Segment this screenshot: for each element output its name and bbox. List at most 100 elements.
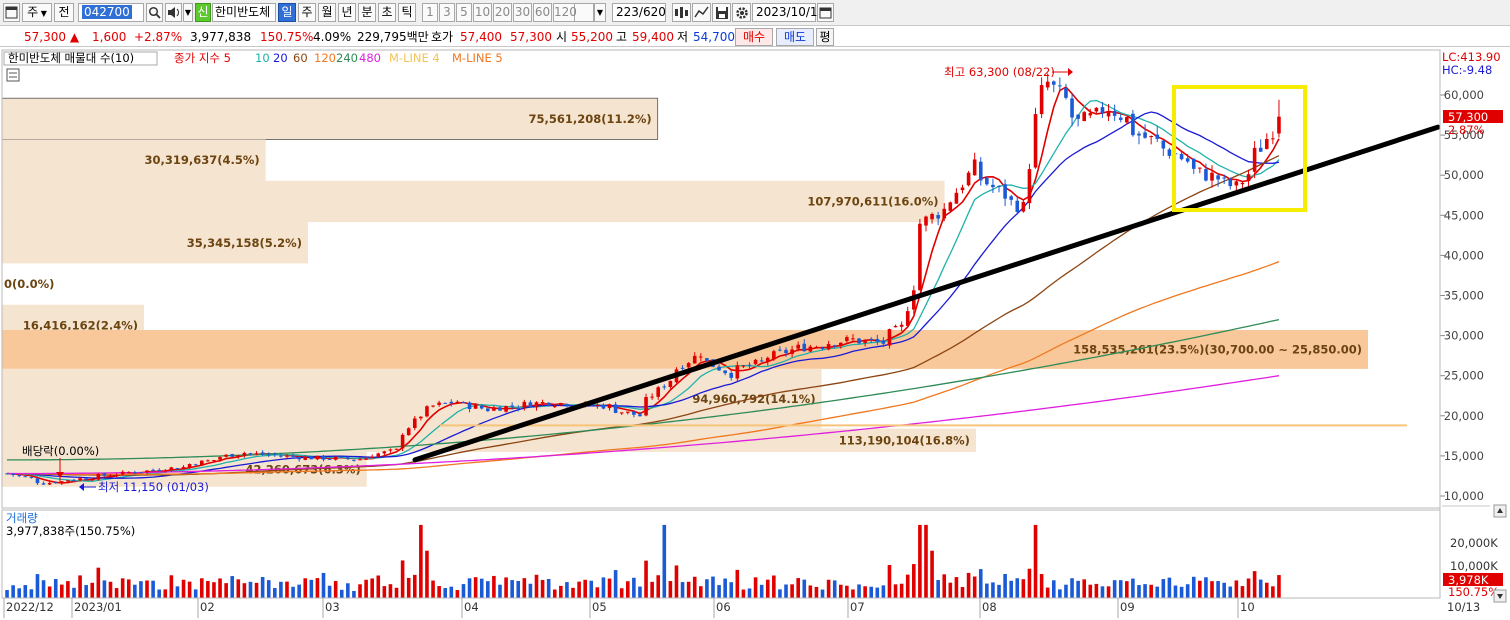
volume-bar bbox=[1070, 578, 1074, 598]
stock-dropdown-icon[interactable]: ▼ bbox=[183, 3, 193, 22]
volume-bar bbox=[1204, 577, 1208, 598]
period-tab-1[interactable]: 주 bbox=[298, 3, 316, 22]
volume-bar bbox=[510, 580, 514, 598]
period-tab-0[interactable]: 일 bbox=[278, 3, 296, 22]
candle-body bbox=[425, 406, 429, 417]
calendar-icon[interactable] bbox=[817, 3, 834, 22]
volume-bar bbox=[1264, 582, 1269, 598]
volume-bar bbox=[315, 578, 320, 598]
candle-body bbox=[772, 351, 776, 360]
candle-body bbox=[686, 363, 691, 368]
interval-dropdown-icon[interactable]: ▼ bbox=[594, 3, 606, 22]
volume-bar bbox=[120, 578, 125, 598]
period-tab-6[interactable]: 틱 bbox=[398, 3, 416, 22]
volume-bar bbox=[1015, 578, 1020, 598]
volume-bar bbox=[832, 580, 837, 598]
candle-body bbox=[1137, 133, 1141, 136]
candle-body bbox=[729, 372, 734, 378]
candle-body bbox=[650, 396, 654, 398]
interval-tab-20[interactable]: 20 bbox=[493, 3, 512, 22]
period-tab-5[interactable]: 초 bbox=[378, 3, 396, 22]
scroll-left-icon[interactable] bbox=[1493, 589, 1507, 603]
ma-line-120 bbox=[7, 260, 1280, 476]
volume-bar bbox=[370, 578, 374, 598]
date-field[interactable]: 2023/10/13 bbox=[752, 3, 825, 22]
window-menu-icon[interactable] bbox=[3, 3, 20, 22]
compare-button[interactable]: 전 bbox=[54, 3, 74, 22]
period-tab-2[interactable]: 월 bbox=[318, 3, 336, 22]
volume-bar bbox=[1185, 584, 1190, 598]
volume-bar bbox=[5, 590, 9, 598]
evaluate-button[interactable]: 평 bbox=[816, 28, 834, 46]
stock-code-value: 042700 bbox=[82, 5, 132, 19]
sell-button[interactable]: 매도 bbox=[776, 28, 814, 46]
scroll-right-icon[interactable] bbox=[1493, 504, 1507, 518]
bar-count-field[interactable]: 223/620 bbox=[612, 3, 666, 22]
volume-bar bbox=[1155, 586, 1160, 598]
interval-tab-3[interactable]: 3 bbox=[439, 3, 455, 22]
chart-overlay bbox=[412, 85, 1441, 463]
volume-bar bbox=[820, 589, 825, 598]
candle-body bbox=[1179, 153, 1184, 160]
volume-bar bbox=[778, 589, 782, 598]
candle-body bbox=[905, 311, 910, 326]
candle-body bbox=[41, 483, 46, 485]
volume-bar bbox=[206, 580, 210, 598]
gear-icon[interactable] bbox=[732, 3, 751, 22]
x-tick-label-6: 06 bbox=[716, 600, 731, 614]
stock-chart[interactable]: 75,561,208(11.2%) 30,319,637(4.5%) 107,970… bbox=[0, 47, 1510, 620]
volume-profile: 75,561,208(11.2%) 30,319,637(4.5%) 107,970… bbox=[1, 97, 1368, 487]
volume-bar bbox=[498, 584, 502, 598]
period-type-select[interactable]: 주 ▼ bbox=[22, 3, 52, 22]
volume-bar bbox=[765, 579, 770, 598]
period-tab-3[interactable]: 년 bbox=[338, 3, 356, 22]
zoom-out-icon[interactable] bbox=[692, 3, 711, 22]
volume-bar bbox=[35, 574, 40, 598]
volume-bar bbox=[400, 560, 405, 598]
grid-toggle-icon[interactable] bbox=[6, 68, 20, 82]
price-tag-percent: 2.87% bbox=[1448, 123, 1485, 137]
candle-body bbox=[1240, 182, 1245, 185]
interval-tab-30[interactable]: 30 bbox=[513, 3, 532, 22]
volume-bar bbox=[193, 589, 198, 598]
volume-bar bbox=[972, 576, 977, 598]
interval-tab-10[interactable]: 10 bbox=[473, 3, 492, 22]
volume-bar bbox=[11, 585, 15, 598]
volume-bar bbox=[266, 580, 271, 598]
candle-body bbox=[997, 185, 1001, 187]
interval-tab-60[interactable]: 60 bbox=[533, 3, 552, 22]
speaker-icon[interactable] bbox=[165, 3, 182, 22]
candle-body bbox=[139, 472, 143, 474]
candle-body bbox=[565, 404, 569, 407]
candle-body bbox=[78, 478, 82, 481]
save-icon[interactable] bbox=[712, 3, 731, 22]
candle-body bbox=[1039, 85, 1044, 115]
volume-bar bbox=[96, 567, 101, 598]
highlight-box bbox=[1172, 85, 1307, 212]
buy-button[interactable]: 매수 bbox=[735, 28, 773, 46]
candle-body bbox=[1210, 172, 1214, 181]
zoom-in-icon[interactable] bbox=[672, 3, 691, 22]
candle-body bbox=[266, 454, 271, 456]
candle-body bbox=[187, 464, 192, 468]
volume-bar bbox=[516, 580, 521, 598]
volume-tag-percent: 150.75% bbox=[1448, 585, 1499, 599]
candle-body bbox=[126, 471, 131, 473]
interval-tab-5[interactable]: 5 bbox=[456, 3, 472, 22]
candle-body bbox=[224, 454, 228, 457]
search-icon[interactable] bbox=[146, 3, 163, 22]
candle-body bbox=[1015, 200, 1020, 212]
volume-profile-label-7: 94,960,792(14.1%) bbox=[692, 392, 815, 406]
volume-profile-label-8: 113,190,104(16.8%) bbox=[839, 433, 970, 447]
candle-body bbox=[1003, 184, 1007, 199]
interval-tab-120[interactable]: 120 bbox=[553, 3, 577, 22]
stock-code-input[interactable]: 042700 bbox=[78, 3, 144, 22]
period-tab-4[interactable]: 분 bbox=[358, 3, 376, 22]
interval-tab-1[interactable]: 1 bbox=[422, 3, 438, 22]
volume-bar bbox=[1033, 524, 1038, 598]
legend-mline5: M-LINE 5 bbox=[452, 51, 503, 65]
candle-body bbox=[479, 405, 484, 409]
candle-body bbox=[151, 469, 155, 471]
turnover-rate: 4.09% bbox=[313, 30, 352, 44]
candle-body bbox=[869, 338, 874, 340]
